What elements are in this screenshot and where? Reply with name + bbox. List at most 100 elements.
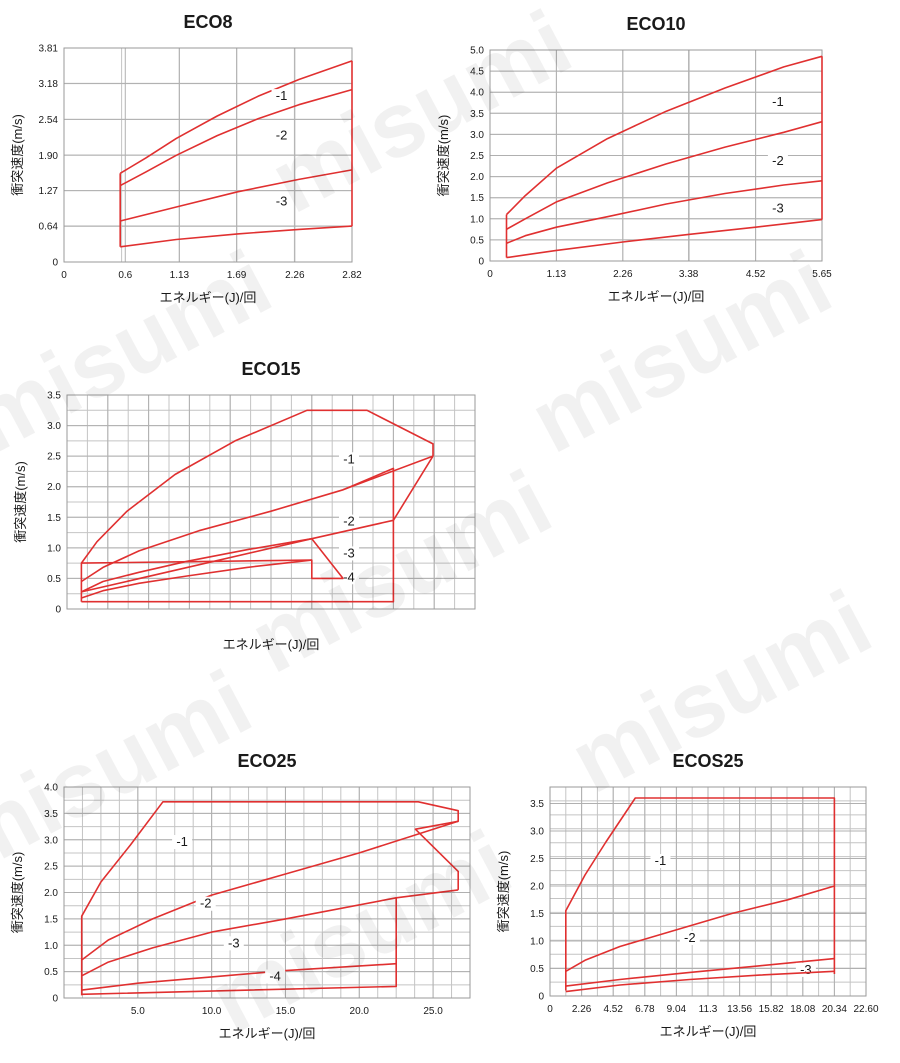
x-tick-label: 2.26 [613, 269, 633, 280]
series-label: -3 [772, 201, 784, 216]
x-tick-label: 0 [487, 269, 493, 280]
series-label: -1 [343, 451, 355, 466]
series-label-bg [223, 936, 244, 951]
series-line [81, 537, 312, 593]
series-line [506, 218, 823, 259]
series-label-bg [339, 514, 359, 529]
series-line [81, 520, 395, 603]
chart-eco10: 0 1.13 2.26 3.38 4.52 5.65 0 0.5 1.0 1.5 2.0 2.5 3.0… [436, 14, 832, 304]
x-tick-label: 10.0 [202, 1006, 222, 1017]
series-line [81, 896, 398, 996]
chart-eco25: 5.0 10.0 15.0 20.0 25.0 0 0.5 1.0 1.5 2.0 2.5 3.0 3.… [10, 751, 471, 1041]
y-tick-label: 4.0 [44, 783, 58, 794]
x-tick-label: 20.0 [350, 1006, 370, 1017]
plot-frame [549, 786, 867, 997]
x-tick-label: 9.04 [667, 1004, 687, 1015]
x-tick-label: 3.38 [679, 269, 699, 280]
series-line [120, 169, 353, 222]
x-tick-label: 18.08 [790, 1004, 815, 1015]
series-line [81, 820, 459, 961]
series-label-bg [195, 896, 216, 911]
chart-ecos25: 0 2.26 4.52 6.78 9.04 11.3 13.56 15.82 18.08 20.3… [496, 751, 879, 1039]
series-label: -4 [269, 969, 281, 984]
series-label-bg [271, 194, 292, 209]
x-tick-label: 4.52 [603, 1004, 623, 1015]
series-label-bg [339, 546, 359, 561]
x-tick-label: 6.78 [635, 1004, 655, 1015]
chart-title: ECO10 [626, 14, 685, 34]
series-label: -4 [343, 569, 355, 584]
y-tick-label: 2.54 [39, 115, 59, 126]
series-line [120, 225, 353, 248]
y-tick-label: 0.64 [39, 222, 59, 233]
series-label: -3 [228, 935, 240, 950]
x-tick-label: 1.13 [547, 269, 567, 280]
series-line [564, 797, 836, 991]
series-line [342, 455, 434, 522]
x-tick-label: 0 [61, 270, 67, 281]
x-tick-label: 15.82 [759, 1004, 784, 1015]
series-line [81, 962, 397, 991]
y-tick-label: 1.5 [530, 909, 544, 920]
series-label-bg [339, 452, 359, 467]
plot-frame [66, 394, 476, 610]
y-tick-label: 1.0 [470, 214, 484, 225]
series-label-bg [767, 153, 788, 168]
y-tick-label: 1.0 [530, 937, 544, 948]
series-label: -1 [772, 94, 784, 109]
x-tick-label: 20.34 [822, 1004, 847, 1015]
x-tick-label: 22.60 [853, 1004, 878, 1015]
series-label-bg [679, 931, 700, 945]
y-tick-label: 3.5 [530, 799, 544, 810]
y-axis-label: 衝突速度(m/s) [10, 114, 25, 196]
chart-eco15: 0 0.5 1.0 1.5 2.0 2.5 3.0 3.5 ECO15 エネルギー(J)/回 衝突速… [13, 359, 476, 652]
series-line [80, 409, 434, 564]
x-tick-label: 4.52 [746, 269, 766, 280]
series-line [80, 538, 344, 602]
y-tick-label: 2.0 [44, 888, 58, 899]
series-label: -2 [772, 153, 784, 168]
series-label-bg [265, 969, 286, 984]
x-tick-label: 1.13 [170, 270, 190, 281]
series-line [506, 120, 823, 230]
y-tick-label: 3.0 [530, 827, 544, 838]
y-axis-label: 衝突速度(m/s) [10, 852, 25, 934]
plot-frame [63, 786, 471, 999]
y-tick-label: 1.90 [39, 151, 59, 162]
y-tick-label: 2.5 [44, 862, 58, 873]
y-tick-label: 5.0 [470, 46, 484, 57]
y-tick-label: 1.5 [47, 513, 61, 524]
y-tick-label: 3.5 [44, 809, 58, 820]
y-tick-label: 2.0 [47, 482, 61, 493]
series-line [565, 885, 835, 972]
series-label: -2 [276, 127, 288, 142]
y-tick-label: 3.18 [39, 79, 59, 90]
series-label: -3 [276, 194, 288, 209]
y-tick-label: 4.5 [470, 67, 484, 78]
y-tick-label: 2.5 [47, 452, 61, 463]
series-line [565, 957, 835, 987]
series-label: -3 [800, 962, 812, 977]
x-tick-label: 25.0 [423, 1006, 443, 1017]
x-tick-label: 13.56 [727, 1004, 752, 1015]
y-tick-label: 0 [538, 992, 544, 1003]
x-tick-label: 0.6 [118, 270, 132, 281]
chart-title: ECOS25 [672, 751, 743, 771]
series-line [565, 970, 835, 993]
series-line [80, 800, 460, 996]
x-axis-label: エネルギー(J)/回 [160, 290, 257, 305]
series-label: -1 [176, 834, 188, 849]
x-axis-label: エネルギー(J)/回 [608, 289, 705, 304]
y-tick-label: 2.0 [470, 172, 484, 183]
y-tick-label: 0.5 [44, 967, 58, 978]
y-tick-label: 1.5 [470, 193, 484, 204]
x-axis-label: エネルギー(J)/回 [223, 637, 320, 652]
y-axis-label: 衝突速度(m/s) [436, 115, 451, 197]
series-label: -1 [655, 853, 667, 868]
series-label-bg [767, 201, 788, 216]
series-label: -2 [684, 930, 696, 945]
x-tick-label: 5.0 [131, 1006, 145, 1017]
series-label: -1 [276, 88, 288, 103]
series-line [119, 60, 353, 174]
